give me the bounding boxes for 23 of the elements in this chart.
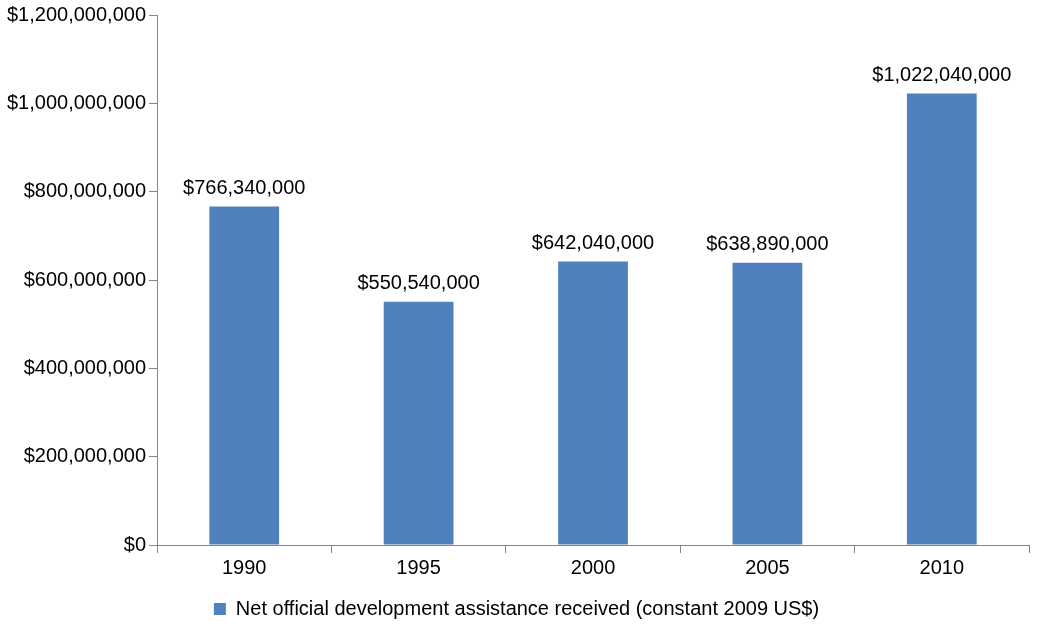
bar — [558, 261, 628, 545]
y-tick-label: $1,200,000,000 — [6, 2, 147, 25]
x-tick-label: 2000 — [570, 555, 616, 578]
bar — [383, 301, 454, 545]
data-label: $642,040,000 — [531, 230, 655, 253]
x-tick-label: 1995 — [396, 555, 441, 578]
data-label: $1,022,040,000 — [872, 63, 1012, 86]
y-tick-label: $200,000,000 — [23, 444, 147, 467]
data-label: $766,340,000 — [183, 176, 306, 199]
y-tick-label: $600,000,000 — [23, 267, 147, 290]
y-tick-label: $400,000,000 — [23, 355, 147, 378]
bar — [906, 93, 977, 545]
data-label: $550,540,000 — [357, 271, 480, 294]
legend-label: Net official development assistance received (constant 2009 US$) — [235, 596, 820, 619]
x-tick-label: 2005 — [745, 555, 790, 578]
y-tick-label: $1,000,000,000 — [6, 90, 147, 113]
bar — [209, 206, 280, 545]
x-tick-label: 1990 — [221, 555, 267, 578]
y-tick-label: $0 — [123, 532, 147, 555]
x-tick-label: 2010 — [919, 555, 965, 578]
y-tick-label: $800,000,000 — [23, 179, 147, 202]
bar — [732, 262, 803, 545]
data-label: $638,890,000 — [706, 232, 829, 255]
